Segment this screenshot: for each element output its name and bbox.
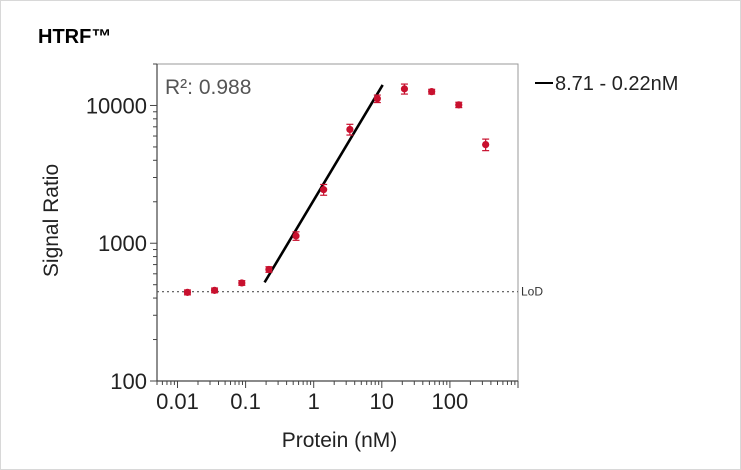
- data-point: [183, 288, 192, 296]
- axis-ticks: 0.01 0.1 1 10 100 100 1000 10000: [86, 63, 519, 414]
- data-point: [455, 101, 463, 109]
- data-point: [400, 85, 409, 93]
- x-tick-label: 1: [308, 389, 320, 414]
- data-point: [373, 95, 381, 103]
- x-tick-label: 0.01: [156, 389, 199, 414]
- data-point: [428, 88, 436, 96]
- x-tick-label: 10: [370, 389, 394, 414]
- legend-fit-label: 8.71 - 0.22nM: [555, 73, 678, 95]
- chart-title: HTRF™: [38, 26, 112, 48]
- y-tick-label: 1000: [98, 231, 147, 256]
- y-tick-label: 100: [110, 369, 147, 394]
- data-point: [346, 125, 354, 134]
- data-point: [482, 140, 490, 149]
- data-points: [183, 83, 490, 296]
- data-point: [292, 232, 300, 240]
- x-tick-label: 100: [432, 389, 469, 414]
- r-squared-label: R²: 0.988: [165, 76, 251, 99]
- data-point: [265, 265, 273, 274]
- data-point: [210, 286, 219, 294]
- lod-label: LoD: [521, 285, 543, 299]
- plot-area: [156, 63, 519, 382]
- y-axis-label: Signal Ratio: [40, 164, 63, 277]
- y-tick-label: 10000: [86, 93, 147, 118]
- data-point: [238, 279, 246, 287]
- x-tick-label: 0.1: [230, 389, 261, 414]
- fit-line: [263, 84, 384, 284]
- data-point: [320, 186, 328, 194]
- plot-border: [156, 63, 519, 382]
- fit-line-group: [263, 84, 384, 284]
- x-axis-label: Protein (nM): [282, 429, 398, 452]
